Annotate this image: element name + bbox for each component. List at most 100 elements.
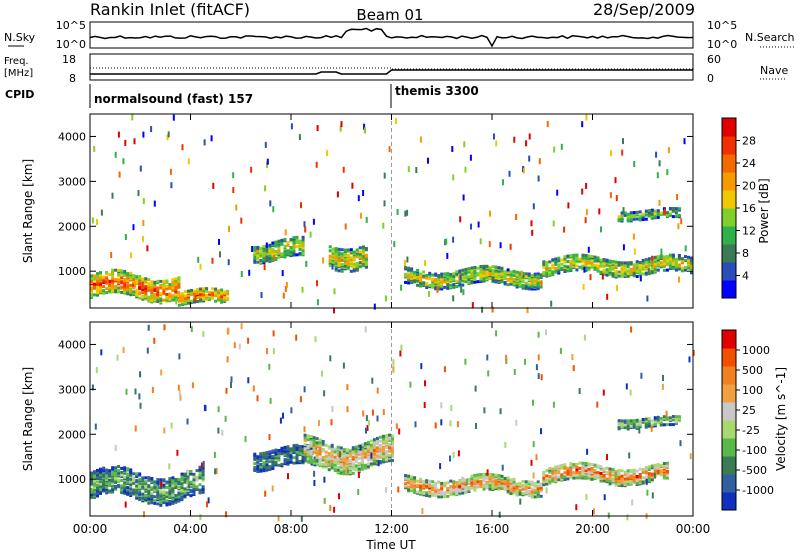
heatmap-cell xyxy=(599,477,603,481)
heatmap-cell xyxy=(668,423,672,427)
heatmap-cell xyxy=(171,489,175,493)
heatmap-cell xyxy=(111,276,115,280)
heatmap-cell xyxy=(301,251,305,255)
heatmap-cell xyxy=(518,491,522,495)
heatmap-cell xyxy=(274,240,278,244)
heatmap-cell xyxy=(581,121,584,128)
heatmap-cell xyxy=(153,495,157,499)
heatmap-cell xyxy=(512,282,516,286)
heatmap-cell xyxy=(479,270,483,274)
heatmap-cell xyxy=(375,461,379,465)
heatmap-cell xyxy=(491,306,494,313)
heatmap-cell xyxy=(100,349,103,356)
heatmap-cell xyxy=(108,471,112,475)
heatmap-cell xyxy=(614,177,617,184)
heatmap-cell xyxy=(114,288,118,292)
heatmap-cell xyxy=(100,209,103,216)
heatmap-cell xyxy=(259,259,263,262)
heatmap-cell xyxy=(191,382,194,389)
noise-panel: N.Sky 10^5 10^0 10^5 10^0 N.Search xyxy=(4,19,795,51)
heatmap-cell xyxy=(665,211,669,215)
heatmap-cell xyxy=(530,490,534,494)
heatmap-cell xyxy=(265,453,269,457)
heatmap-cell xyxy=(343,261,347,265)
heatmap-cell xyxy=(503,270,507,274)
heatmap-cell xyxy=(93,474,96,478)
heatmap-cell xyxy=(557,256,561,260)
heatmap-cell xyxy=(313,456,317,460)
heatmap-cell xyxy=(437,488,441,492)
heatmap-cell xyxy=(301,447,305,451)
heatmap-cell xyxy=(467,485,471,489)
heatmap-cell xyxy=(641,272,645,276)
heatmap-cell xyxy=(431,480,435,484)
heatmap-cell xyxy=(647,257,651,261)
heatmap-cell xyxy=(449,489,453,492)
heatmap-cell xyxy=(306,438,310,442)
heatmap-cell xyxy=(330,457,334,461)
heatmap-cell xyxy=(114,466,118,470)
heatmap-cell xyxy=(286,241,290,245)
heatmap-cell xyxy=(466,478,468,485)
heatmap-cell xyxy=(323,390,326,397)
heatmap-cell xyxy=(168,297,172,301)
heatmap-cell xyxy=(449,479,453,483)
heatmap-cell xyxy=(328,254,332,258)
heatmap-cell xyxy=(425,286,429,289)
heatmap-cell xyxy=(554,269,558,273)
heatmap-cell xyxy=(521,487,525,491)
heatmap-cell xyxy=(304,226,307,233)
heatmap-cell xyxy=(476,476,480,480)
heatmap-cell xyxy=(124,139,127,146)
heatmap-cell xyxy=(563,478,567,481)
heatmap-cell xyxy=(449,455,451,462)
heatmap-cell xyxy=(144,279,148,283)
heatmap-cell xyxy=(256,455,260,459)
heatmap-cell xyxy=(512,269,516,273)
heatmap-cell xyxy=(674,207,678,211)
heatmap-cell xyxy=(114,278,118,282)
heatmap-cell xyxy=(509,243,512,250)
heatmap-cell xyxy=(99,287,102,291)
heatmap-cell xyxy=(559,347,562,354)
heatmap-cell xyxy=(378,439,382,443)
heatmap-cell xyxy=(340,259,344,262)
heatmap-cell xyxy=(111,279,115,283)
heatmap-cell xyxy=(99,271,102,275)
heatmap-cell xyxy=(427,157,429,164)
heatmap-cell xyxy=(174,494,178,497)
heatmap-cell xyxy=(289,447,293,451)
heatmap-cell xyxy=(605,470,609,474)
heatmap-cell xyxy=(602,264,606,268)
heatmap-cell xyxy=(656,415,660,419)
heatmap-cell xyxy=(147,497,151,501)
heatmap-cell xyxy=(118,171,121,178)
heatmap-cell xyxy=(346,384,349,391)
heatmap-cell xyxy=(102,488,106,492)
heatmap-cell xyxy=(162,292,166,295)
heatmap-cell xyxy=(617,421,621,425)
heatmap-cell xyxy=(609,192,612,199)
heatmap-cell xyxy=(683,138,686,145)
heatmap-cell xyxy=(108,484,112,488)
heatmap-cell xyxy=(354,464,358,468)
heatmap-cell xyxy=(177,276,181,280)
heatmap-cell xyxy=(303,433,307,437)
heatmap-cell xyxy=(361,245,365,249)
heatmap-cell xyxy=(114,284,118,288)
heatmap-cell xyxy=(485,476,489,480)
colorbar-tick-label: 28 xyxy=(742,135,756,148)
heatmap-cell xyxy=(626,218,630,222)
heatmap-cell xyxy=(181,297,184,301)
heatmap-cell xyxy=(357,472,360,478)
heatmap-cell xyxy=(195,488,199,491)
heatmap-cell xyxy=(644,466,648,470)
heatmap-cell xyxy=(626,261,630,265)
heatmap-cell xyxy=(306,434,310,438)
heatmap-cell xyxy=(413,476,417,480)
heatmap-cell xyxy=(150,282,154,286)
noise-right-tick-bottom: 10^0 xyxy=(707,38,737,51)
heatmap-cell xyxy=(658,199,661,206)
heatmap-cell xyxy=(340,121,343,128)
heatmap-cell xyxy=(129,473,133,477)
